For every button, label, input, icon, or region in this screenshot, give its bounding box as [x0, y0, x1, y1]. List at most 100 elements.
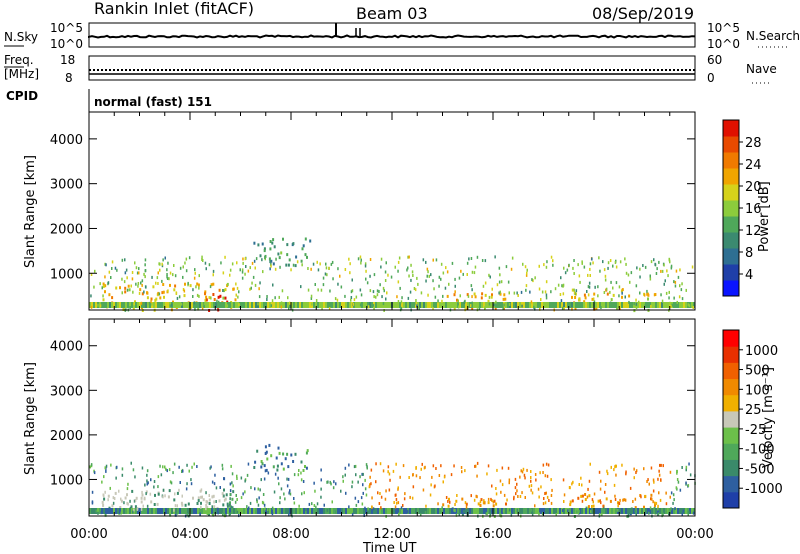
data-cell: [577, 508, 579, 514]
data-cell: [194, 307, 196, 311]
data-cell: [314, 489, 316, 493]
data-cell: [503, 303, 505, 307]
data-cell: [264, 469, 267, 473]
data-cell: [484, 259, 487, 263]
data-cell: [510, 267, 513, 271]
data-cell: [224, 255, 226, 259]
data-cell: [657, 302, 659, 308]
data-cell: [255, 508, 257, 514]
data-cell: [621, 295, 623, 299]
data-cell: [552, 259, 554, 263]
data-cell: [521, 304, 523, 308]
data-cell: [265, 468, 268, 472]
data-cell: [491, 508, 493, 514]
data-cell: [236, 286, 239, 290]
data-cell: [643, 302, 645, 308]
data-cell: [609, 290, 611, 294]
data-cell: [539, 307, 541, 311]
data-cell: [525, 302, 527, 308]
data-cell: [183, 294, 186, 298]
data-cell: [379, 492, 381, 495]
data-cell: [212, 273, 214, 277]
data-cell: [135, 508, 137, 514]
data-cell: [191, 302, 193, 308]
data-cell: [137, 284, 139, 288]
data-cell: [169, 304, 172, 308]
data-cell: [145, 508, 147, 514]
data-cell: [201, 258, 203, 261]
data-cell: [461, 512, 464, 516]
data-cell: [481, 292, 484, 296]
data-cell: [444, 286, 447, 290]
data-cell: [126, 493, 128, 497]
data-cell: [646, 292, 649, 296]
data-cell: [297, 302, 299, 308]
data-cell: [677, 508, 679, 514]
data-cell: [263, 247, 266, 251]
data-cell: [373, 295, 375, 299]
data-cell: [612, 286, 614, 290]
data-cell: [263, 503, 266, 507]
data-cell: [369, 258, 372, 261]
data-cell: [473, 302, 475, 308]
data-cell: [198, 294, 200, 298]
data-cell: [272, 465, 275, 469]
data-cell: [326, 480, 328, 484]
data-cell: [679, 488, 682, 492]
data-cell: [186, 513, 188, 517]
data-cell: [329, 480, 331, 484]
data-cell: [563, 302, 565, 308]
data-cell: [513, 302, 515, 308]
data-cell: [485, 508, 487, 514]
data-cell: [121, 467, 124, 471]
data-cell: [263, 249, 266, 253]
data-cell: [134, 499, 137, 502]
data-cell: [112, 501, 115, 505]
data-cell: [102, 294, 104, 298]
data-cell: [196, 502, 199, 505]
data-cell: [233, 508, 235, 514]
data-cell: [482, 284, 485, 288]
data-cell: [453, 302, 455, 308]
data-cell: [337, 302, 339, 308]
data-cell: [104, 466, 106, 470]
data-cell: [137, 282, 140, 285]
data-cell: [149, 302, 151, 308]
data-cell: [198, 286, 200, 290]
data-cell: [133, 499, 136, 503]
data-cell: [225, 493, 228, 497]
data-cell: [628, 300, 630, 304]
data-cell: [265, 508, 267, 514]
data-cell: [524, 476, 526, 480]
data-cell: [330, 482, 332, 486]
data-cell: [194, 268, 196, 272]
data-cell: [173, 508, 175, 512]
data-cell: [162, 465, 164, 469]
data-cell: [497, 508, 499, 514]
data-cell: [146, 469, 149, 473]
data-cell: [598, 256, 600, 260]
data-cell: [454, 503, 456, 506]
data-cell: [539, 508, 541, 514]
data-cell: [331, 508, 333, 514]
data-cell: [242, 492, 244, 496]
data-cell: [105, 263, 107, 267]
data-cell: [447, 508, 449, 514]
colorbar-tick-label: -500: [745, 462, 775, 477]
data-cell: [677, 275, 680, 279]
data-cell: [188, 256, 191, 260]
data-cell: [362, 491, 364, 495]
data-cell: [499, 290, 501, 294]
data-cell: [132, 510, 134, 514]
data-cell: [229, 504, 232, 508]
data-cell: [251, 508, 253, 514]
data-cell: [341, 302, 343, 308]
data-cell: [238, 303, 240, 307]
data-cell: [370, 482, 372, 486]
data-cell: [609, 302, 611, 308]
data-cell: [555, 302, 557, 308]
data-cell: [268, 257, 271, 261]
data-cell: [218, 288, 221, 292]
data-cell: [257, 243, 260, 247]
data-cell: [291, 508, 293, 514]
